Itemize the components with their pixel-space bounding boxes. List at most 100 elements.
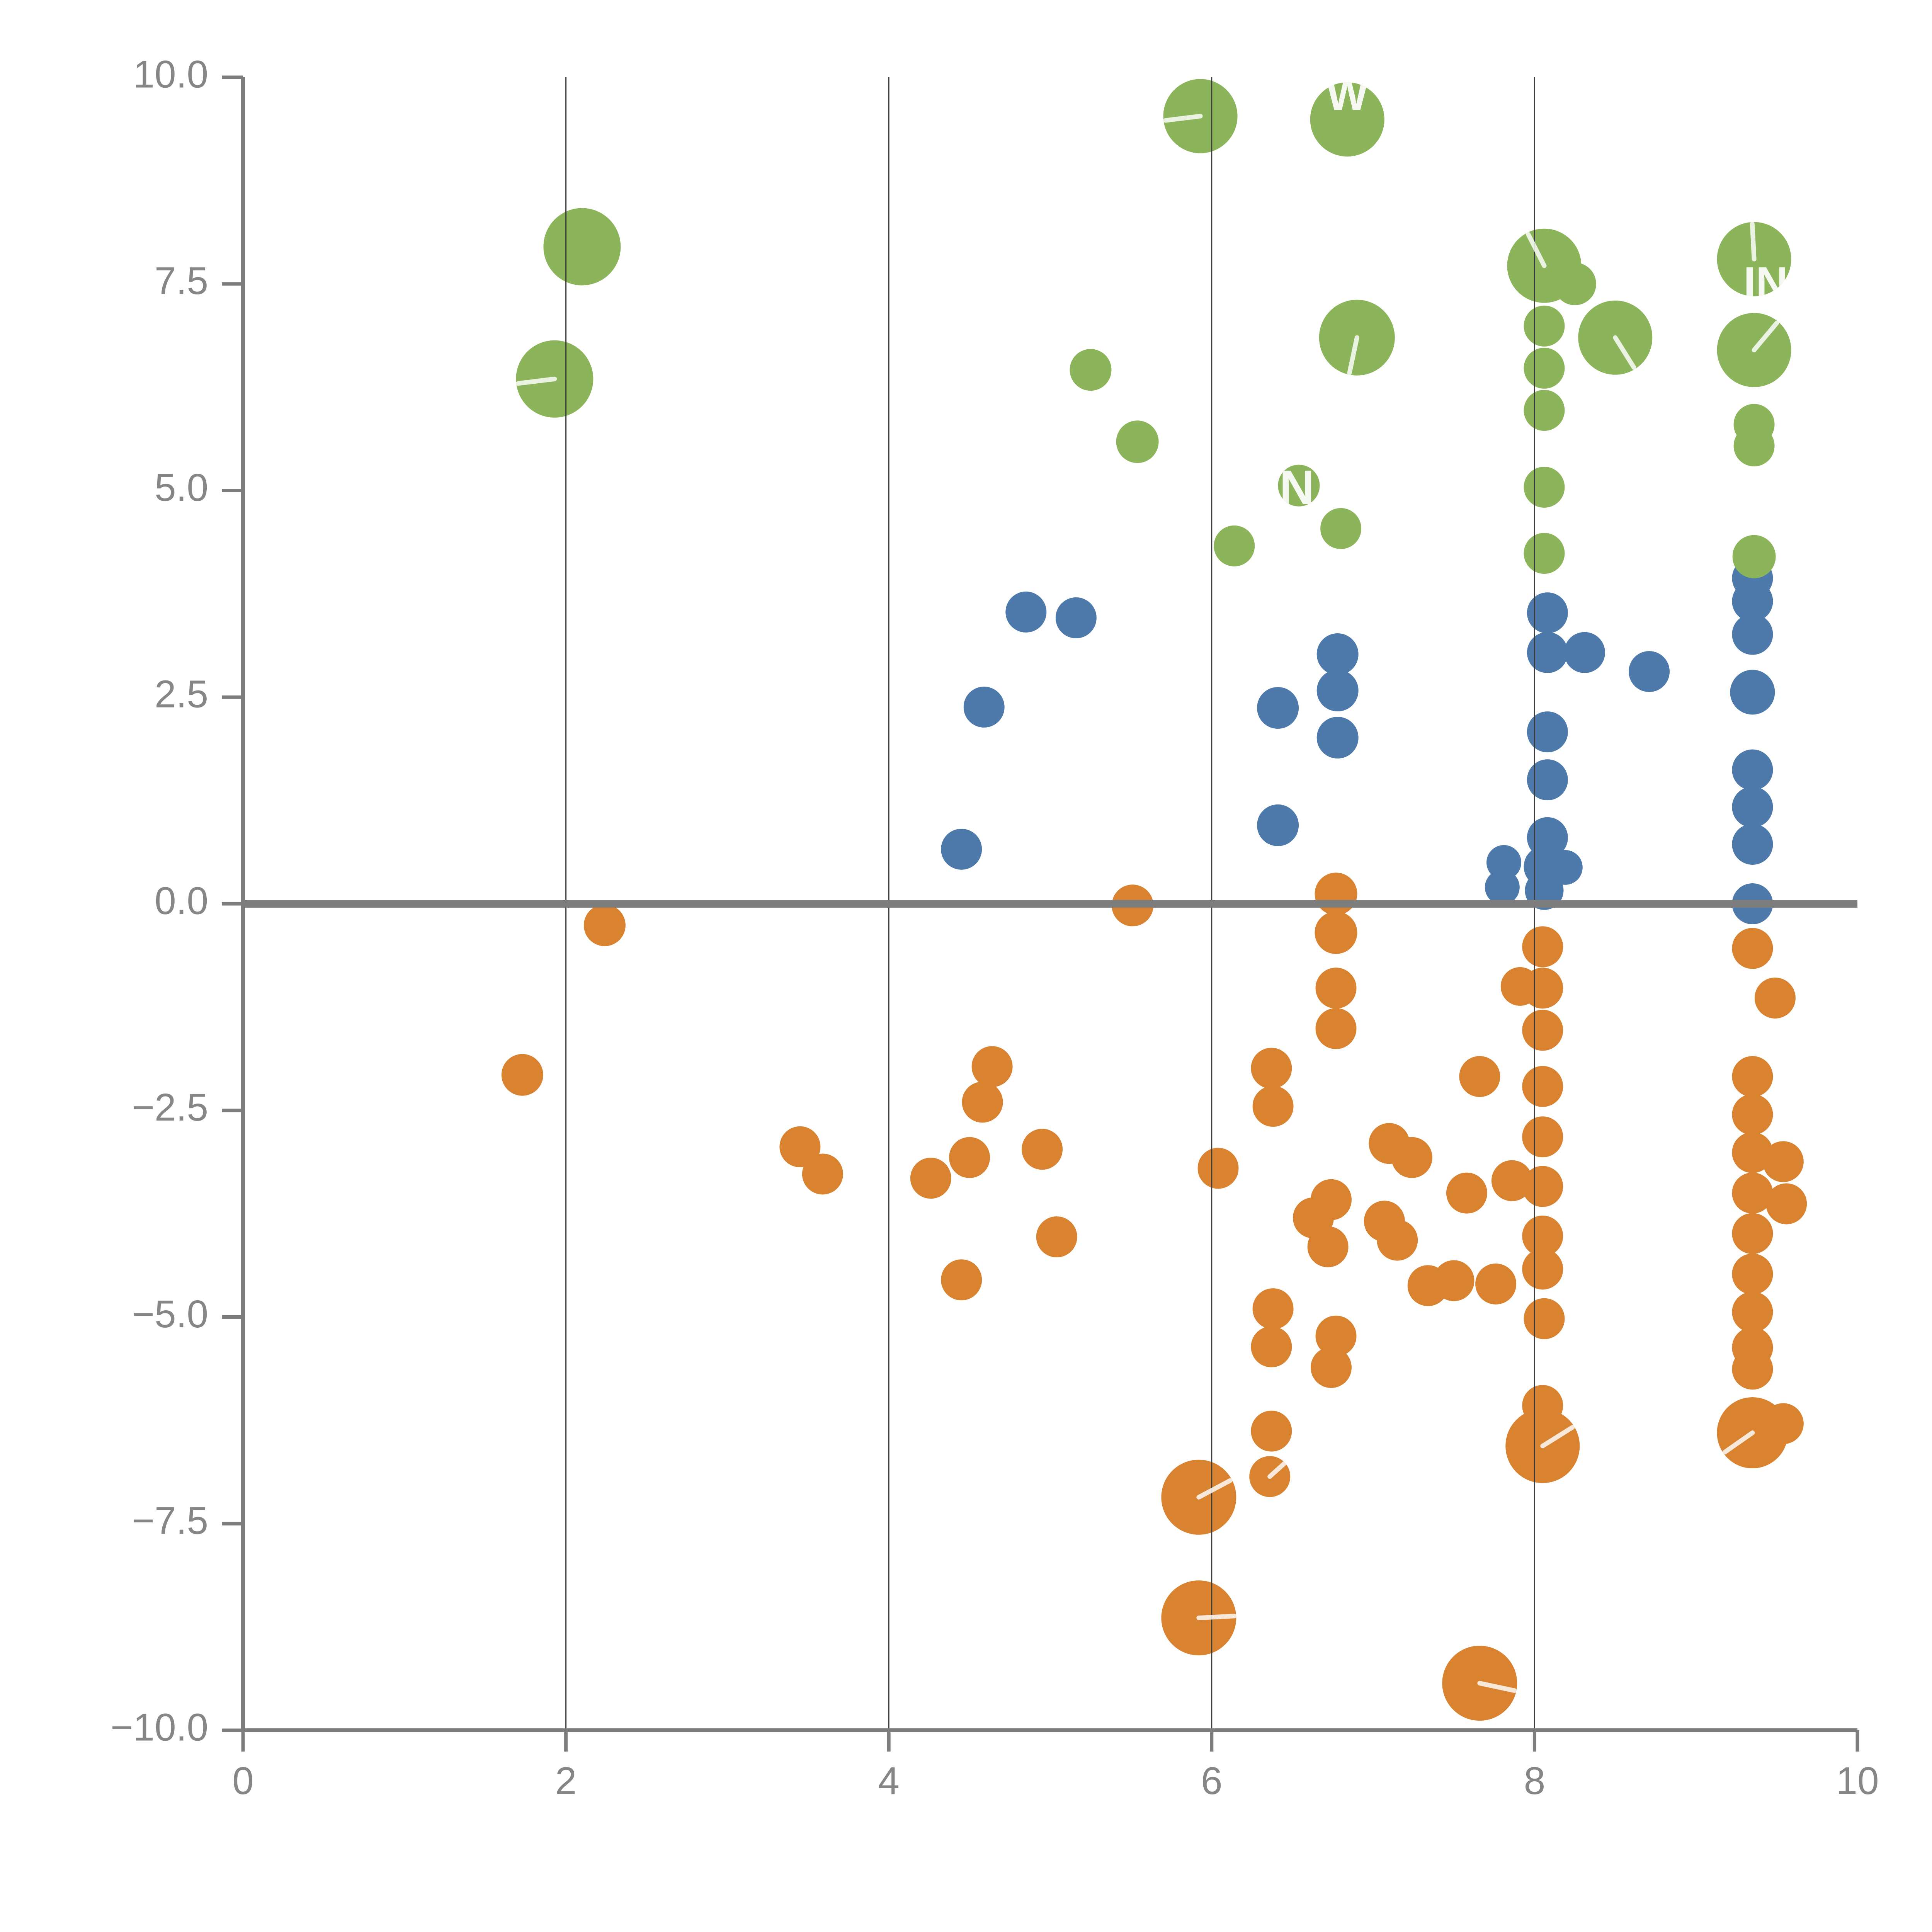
data-point-blue-13 (1527, 711, 1568, 753)
bubble-text-fragment: W (1326, 70, 1368, 119)
grid-layer (243, 77, 1857, 1730)
y-tick-label-2: 5.0 (155, 466, 208, 509)
data-point-orange-7 (962, 1082, 1003, 1123)
data-point-blue-3 (941, 828, 982, 870)
data-point-blue-27 (1732, 823, 1773, 865)
data-point-orange-39 (1522, 968, 1563, 1009)
data-point-orange-21 (1433, 1260, 1475, 1301)
x-tick-label-1: 2 (555, 1759, 577, 1803)
data-point-blue-10 (1527, 632, 1568, 673)
data-point-orange-37 (1522, 926, 1563, 968)
data-point-blue-8 (1257, 804, 1299, 846)
y-tick-label-8: −10.0 (111, 1706, 208, 1749)
decorations-layer: W N IN (516, 70, 1788, 1693)
data-point-orange-29 (1391, 1137, 1432, 1178)
bubble-hand-mark (1752, 321, 1779, 352)
data-point-blue-14 (1527, 759, 1568, 801)
data-point-green-21 (1733, 425, 1775, 466)
data-point-blue-26 (1732, 786, 1773, 828)
data-point-orange-42 (1522, 1116, 1563, 1158)
data-point-orange-1 (583, 904, 626, 946)
data-point-orange-54 (1762, 1141, 1804, 1182)
data-point-blue-25 (1732, 749, 1773, 791)
data-point-blue-18 (1486, 845, 1522, 880)
data-point-green-13 (1524, 347, 1565, 389)
data-point-orange-50 (1754, 977, 1796, 1019)
data-point-orange-32 (1315, 1315, 1357, 1357)
data-point-orange-13 (1251, 1048, 1292, 1089)
bubble-text-fragment: IN (1743, 258, 1788, 308)
bubble-hand-mark (1163, 114, 1203, 123)
data-point-orange-6 (971, 1046, 1013, 1087)
data-point-orange-10 (1036, 1216, 1077, 1258)
bubble-hand-mark (1196, 1614, 1236, 1621)
bubble-hand-mark (1750, 222, 1757, 262)
data-point-green-4 (1070, 349, 1112, 391)
data-point-blue-6 (1316, 670, 1359, 712)
data-point-orange-43 (1522, 1166, 1563, 1207)
data-point-orange-45 (1522, 1248, 1563, 1290)
data-point-green-8 (1214, 525, 1255, 566)
data-point-orange-52 (1732, 1094, 1773, 1135)
data-point-blue-1 (1055, 597, 1097, 638)
data-point-orange-26 (1310, 1347, 1352, 1388)
data-point-green-7 (1278, 464, 1320, 507)
data-point-orange-56 (1732, 1172, 1773, 1214)
data-point-orange-24 (1251, 1326, 1292, 1367)
data-point-orange-59 (1732, 1291, 1773, 1333)
data-point-orange-22 (1475, 1263, 1517, 1304)
data-point-orange-23 (1252, 1288, 1294, 1330)
data-point-blue-5 (1316, 633, 1359, 675)
y-tick-label-4: 0.0 (155, 879, 208, 922)
bubble-hand-mark (1347, 335, 1359, 375)
data-point-orange-8 (949, 1137, 990, 1178)
data-point-orange-5 (910, 1158, 951, 1199)
data-point-blue-4 (1257, 687, 1299, 729)
x-tick-label-3: 6 (1201, 1759, 1223, 1803)
axis-layer: 10.0 7.5 5.0 2.5 0.0 −2.5 −5.0 −7.5 −10.0 0 2 4 6 8 10 (111, 53, 1879, 1803)
data-point-green-5 (1116, 420, 1159, 463)
y-tick-label-6: −5.0 (132, 1293, 208, 1336)
bubble-hand-mark (1267, 1461, 1287, 1479)
y-tick-label-5: −2.5 (132, 1086, 208, 1129)
data-point-orange-31 (1491, 1160, 1532, 1201)
data-point-orange-46 (1524, 1298, 1565, 1339)
data-point-orange-11 (941, 1259, 982, 1301)
data-point-green-22 (1732, 535, 1776, 578)
data-point-orange-19 (1377, 1219, 1418, 1261)
data-point-green-15 (1524, 466, 1565, 508)
bubble-hand-mark (1196, 1478, 1233, 1500)
data-point-green-9 (1320, 508, 1362, 549)
data-point-blue-12 (1629, 651, 1670, 692)
data-point-orange-30 (1446, 1172, 1487, 1214)
data-point-blue-11 (1564, 632, 1605, 673)
data-point-orange-17 (1307, 1226, 1349, 1267)
data-point-blue-19 (1485, 870, 1520, 905)
bubble-hand-mark (1613, 335, 1636, 370)
data-point-orange-57 (1732, 1213, 1773, 1254)
y-tick-label-0: 10.0 (133, 53, 208, 96)
y-tick-label-3: 2.5 (155, 673, 208, 716)
data-point-orange-25 (1251, 1410, 1292, 1452)
bubble-hand-mark (1526, 232, 1547, 268)
data-point-green-1 (1310, 82, 1384, 157)
data-point-blue-23 (1732, 614, 1773, 655)
data-point-orange-34 (1315, 911, 1357, 954)
data-point-orange-2 (501, 1054, 543, 1096)
data-point-green-16 (1524, 533, 1565, 574)
data-point-orange-16 (1310, 1179, 1352, 1220)
data-point-orange-41 (1522, 1066, 1563, 1107)
data-point-orange-3 (779, 1126, 821, 1167)
data-point-blue-9 (1527, 592, 1568, 634)
data-point-orange-61 (1732, 1349, 1773, 1390)
data-point-blue-2 (963, 686, 1005, 728)
bubble-hand-mark (516, 376, 557, 386)
data-point-orange-4 (802, 1153, 843, 1195)
x-tick-label-4: 8 (1524, 1759, 1546, 1803)
data-point-blue-0 (1005, 591, 1047, 633)
data-point-blue-7 (1316, 717, 1359, 759)
bubble-hand-mark (1722, 1430, 1755, 1455)
data-point-blue-24 (1730, 670, 1775, 715)
data-point-orange-55 (1766, 1183, 1807, 1225)
